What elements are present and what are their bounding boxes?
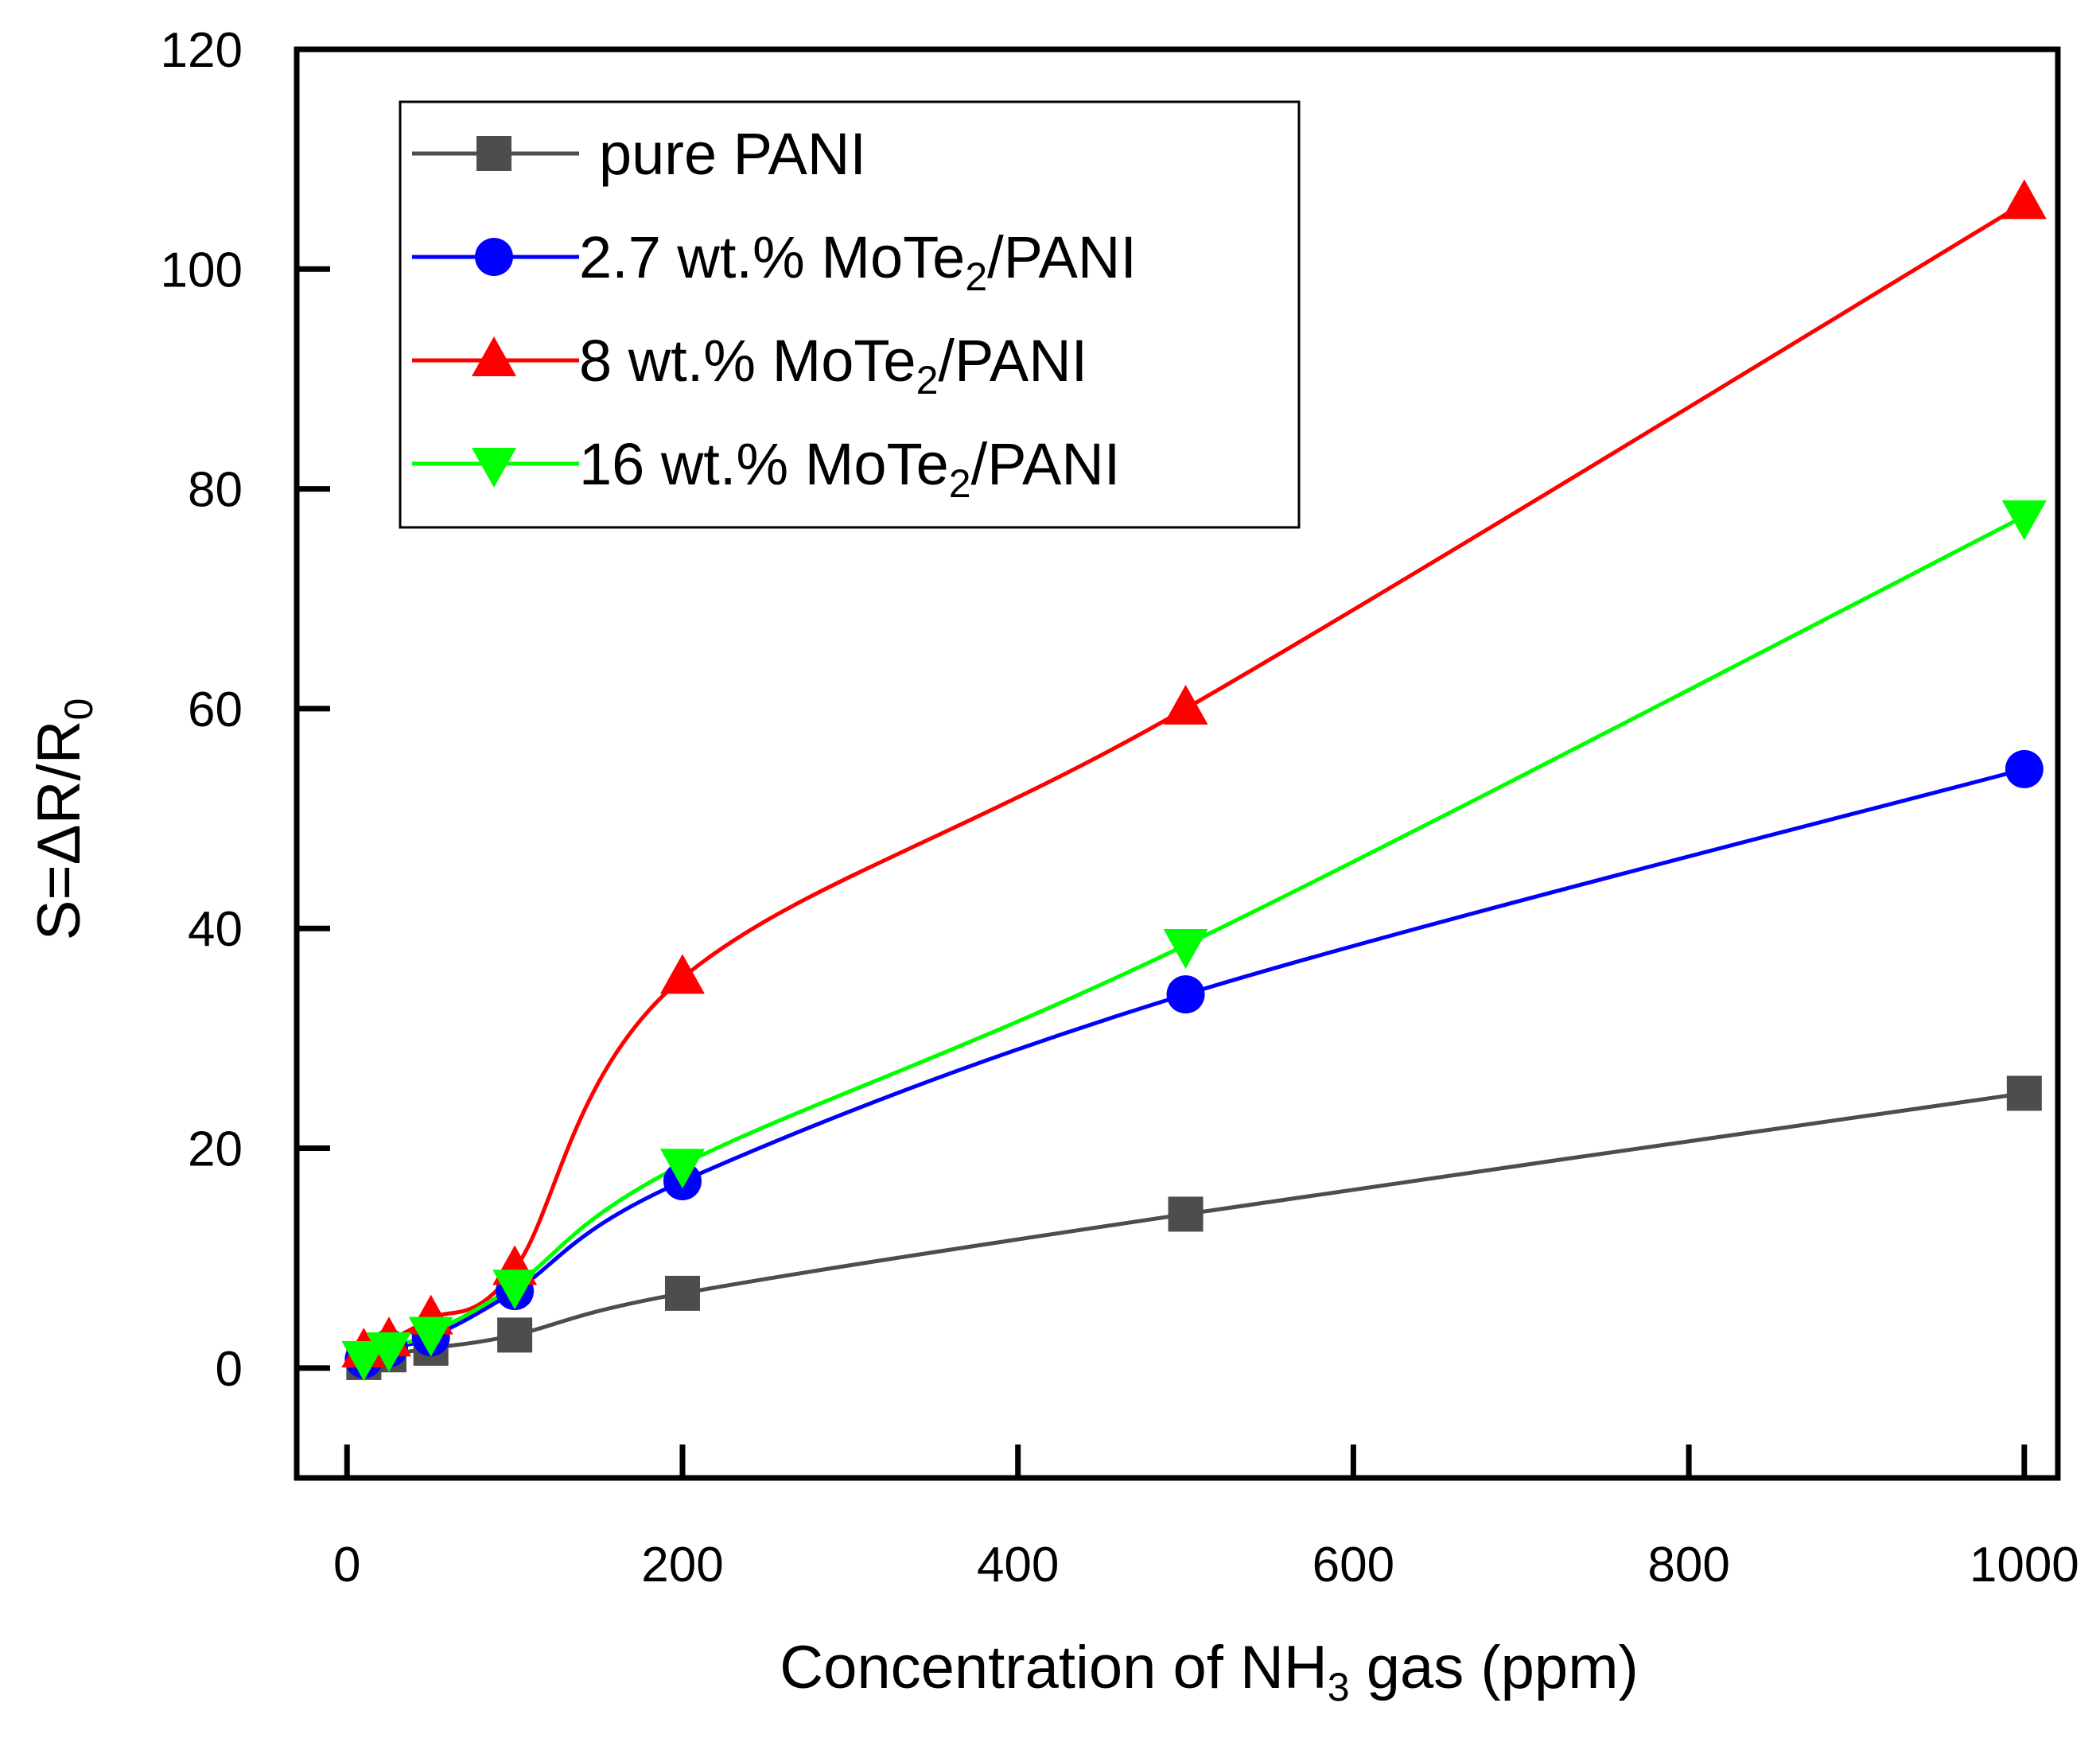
data-point: [2005, 749, 2044, 788]
x-tick-label: 600: [1312, 1538, 1394, 1592]
legend-box: [399, 100, 1301, 529]
legend-label: 8 wt.% MoTe2/PANI: [579, 328, 1087, 402]
data-point: [2001, 500, 2047, 541]
x-tick-label: 1000: [1970, 1538, 2079, 1592]
data-point: [366, 1332, 411, 1372]
x-axis-title: Concentration of NH3 gas (ppm): [780, 1634, 1639, 1709]
x-tick-label: 800: [1647, 1538, 1729, 1592]
y-tick-label: 40: [188, 902, 243, 957]
legend-marker: [472, 448, 516, 488]
data-point: [659, 1149, 705, 1189]
data-point: [497, 1317, 533, 1353]
data-point: [664, 1275, 700, 1311]
data-point: [492, 1270, 538, 1310]
data-point: [341, 1341, 387, 1382]
legend-label: pure PANI: [599, 121, 866, 187]
y-tick-label: 100: [161, 243, 243, 297]
y-tick-label: 0: [216, 1342, 243, 1397]
x-tick-label: 200: [641, 1538, 723, 1592]
data-point: [1168, 1196, 1204, 1232]
legend-marker: [472, 336, 516, 376]
y-tick-label: 20: [188, 1122, 243, 1177]
x-tick-label: 0: [333, 1538, 360, 1592]
legend-marker: [476, 136, 511, 171]
plot-frame: [294, 46, 2061, 1481]
data-point: [408, 1316, 453, 1357]
tick-labels: 0 200 400 600 800 1000 0 20 40 60 80 100 120: [161, 23, 2079, 1592]
series-line-1: [363, 767, 2025, 1362]
data-point: [1163, 684, 1208, 725]
data-point: [2006, 1075, 2042, 1111]
legend: pure PANI 2.7 wt.% MoTe2/PANI 8 wt.% MoTe2…: [399, 100, 1301, 529]
data-point: [1163, 928, 1208, 969]
x-tick-label: 400: [977, 1538, 1059, 1592]
data-point: [2001, 179, 2047, 220]
legend-label: 2.7 wt.% MoTe2/PANI: [579, 224, 1137, 299]
y-tick-label: 80: [188, 463, 243, 518]
data-point: [659, 954, 705, 994]
legend-label: 16 wt.% MoTe2/PANI: [579, 431, 1120, 506]
y-axis-title: S=ΔR/R0: [25, 698, 101, 941]
series-markers: [341, 179, 2047, 1382]
y-tick-label: 60: [188, 682, 243, 737]
y-tick-label: 120: [161, 23, 243, 78]
axis-ticks: [297, 266, 2028, 1478]
data-point: [1166, 975, 1205, 1014]
legend-marker: [475, 238, 513, 276]
